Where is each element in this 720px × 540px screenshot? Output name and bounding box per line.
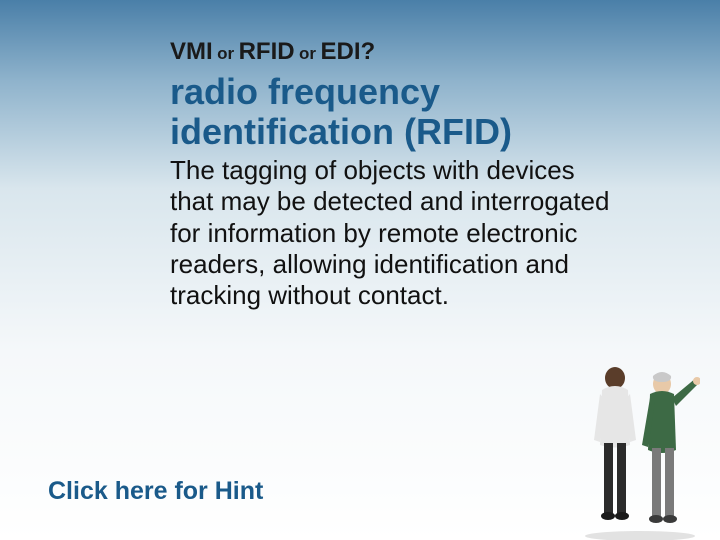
question-line: VMI or RFID or EDI? <box>170 38 610 66</box>
question-or-1: or <box>217 44 234 63</box>
person-right-icon <box>642 372 700 523</box>
question-term-2: RFID <box>239 38 295 65</box>
person-left-icon <box>594 367 636 520</box>
definition-text: The tagging of objects with devices that… <box>170 155 610 311</box>
hint-link[interactable]: Click here for Hint <box>48 477 263 506</box>
people-illustration <box>580 350 700 540</box>
question-or-2: or <box>299 44 316 63</box>
question-term-3: EDI? <box>320 38 375 65</box>
slide-title: radio frequency identification (RFID) <box>170 72 610 151</box>
slide-content: VMI or RFID or EDI? radio frequency iden… <box>170 38 610 311</box>
question-term-1: VMI <box>170 38 213 65</box>
